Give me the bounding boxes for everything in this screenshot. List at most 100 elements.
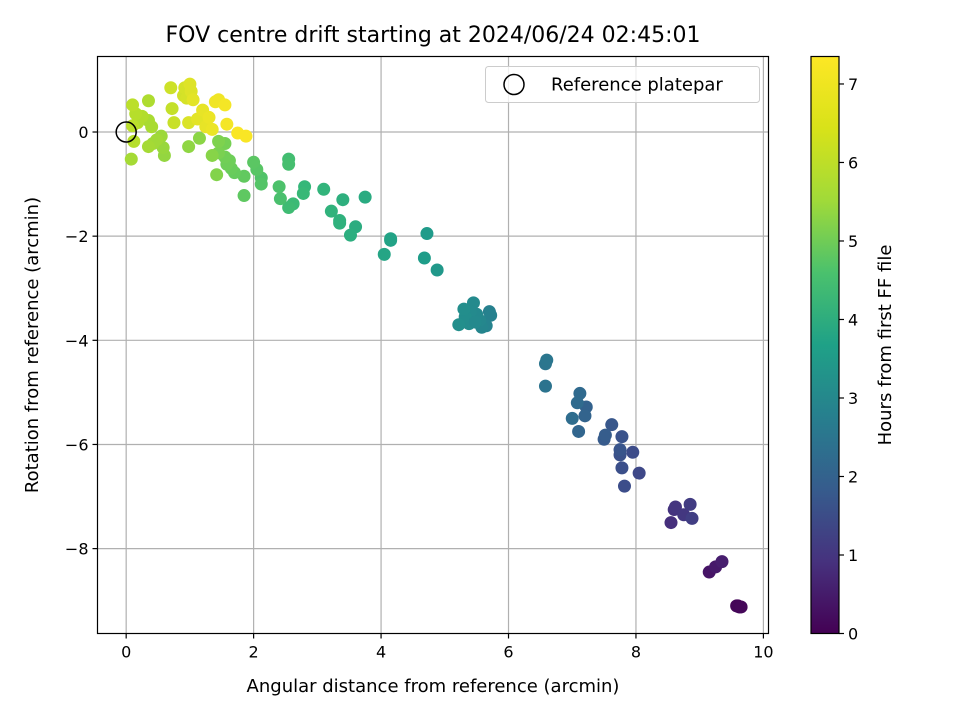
y-tick-label: −8 xyxy=(65,540,89,559)
plot-frame xyxy=(96,55,770,635)
reference-platepar-marker xyxy=(115,121,137,143)
scatter-point xyxy=(254,177,268,191)
scatter-point xyxy=(452,318,466,332)
scatter-point xyxy=(165,102,179,116)
y-tick-label: −2 xyxy=(65,227,89,246)
colorbar-tick-label: 0 xyxy=(848,625,858,644)
scatter-point xyxy=(457,302,471,316)
scatter-point xyxy=(186,93,200,107)
legend: Reference platepar xyxy=(485,66,760,103)
scatter-point xyxy=(632,466,646,480)
colorbar-tick-label: 7 xyxy=(848,75,858,94)
scatter-point xyxy=(205,122,219,136)
colorbar-ticks: 0 1 2 3 4 5 6 7 xyxy=(839,75,858,644)
scatter-point xyxy=(272,180,286,194)
scatter-point xyxy=(141,140,155,154)
scatter-point xyxy=(664,516,678,530)
colorbar-frame xyxy=(810,55,840,635)
scatter-point xyxy=(613,443,627,457)
x-tick-label: 4 xyxy=(376,643,386,662)
colorbar-tick-label: 1 xyxy=(848,546,858,565)
scatter-point xyxy=(417,251,431,265)
scatter-point xyxy=(127,134,141,148)
scatter-point xyxy=(430,263,444,277)
scatter-point xyxy=(668,500,682,514)
scatter-point xyxy=(167,116,181,130)
scatter-point xyxy=(343,228,357,242)
scatter-point xyxy=(324,204,338,218)
scatter-point xyxy=(484,308,498,322)
colorbar-tick-label: 3 xyxy=(848,389,858,408)
scatter-point xyxy=(220,117,234,131)
points-layer xyxy=(124,77,748,614)
scatter-point xyxy=(210,168,224,182)
colorbar-gradient xyxy=(811,56,839,634)
scatter-point xyxy=(540,353,554,367)
scatter-point xyxy=(202,110,216,124)
legend-label: Reference platepar xyxy=(551,75,723,96)
scatter-point xyxy=(237,189,251,203)
colorbar-tick-label: 2 xyxy=(848,467,858,486)
scatter-point xyxy=(615,461,629,475)
scatter-point xyxy=(468,315,482,329)
x-ticks: 0 2 4 6 8 10 xyxy=(121,633,774,662)
scatter-point xyxy=(205,148,219,162)
scatter-point xyxy=(685,511,699,525)
chart-title: FOV centre drift starting at 2024/06/24 … xyxy=(166,23,701,48)
scatter-point xyxy=(358,190,372,204)
scatter-point xyxy=(218,98,232,112)
scatter-point xyxy=(282,157,296,171)
colorbar-tick-label: 6 xyxy=(848,153,858,172)
x-tick-label: 10 xyxy=(753,643,773,662)
x-tick-label: 0 xyxy=(121,643,131,662)
scatter-point xyxy=(164,81,178,95)
x-tick-label: 6 xyxy=(503,643,513,662)
scatter-point xyxy=(384,232,398,246)
scatter-point xyxy=(420,227,434,241)
scatter-point xyxy=(333,214,347,228)
scatter-point xyxy=(565,411,579,425)
scatter-point xyxy=(377,247,391,261)
reference-layer xyxy=(115,121,137,143)
scatter-point xyxy=(126,98,140,112)
scatter-point xyxy=(126,119,140,133)
scatter-point xyxy=(626,445,640,459)
scatter-point xyxy=(192,131,206,145)
scatter-point xyxy=(182,140,196,154)
scatter-point xyxy=(715,555,729,569)
scatter-point xyxy=(617,479,631,493)
scatter-point xyxy=(734,600,748,614)
y-tick-label: −4 xyxy=(65,331,89,350)
y-tick-label: −6 xyxy=(65,435,89,454)
scatter-point xyxy=(247,155,261,169)
colorbar-label: Hours from first FF file xyxy=(875,245,896,446)
scatter-point xyxy=(570,396,584,410)
scatter-point xyxy=(273,192,287,206)
scatter-point xyxy=(212,134,226,148)
scatter-point xyxy=(336,193,350,207)
y-tick-label: 0 xyxy=(78,123,88,142)
scatter-point xyxy=(683,497,697,511)
scatter-point xyxy=(578,409,592,423)
scatter-point xyxy=(296,186,310,200)
scatter-point xyxy=(317,182,331,196)
scatter-point xyxy=(598,428,612,442)
legend-marker-open-circle xyxy=(503,73,525,96)
grid-layer xyxy=(97,56,769,634)
scatter-point xyxy=(124,152,138,166)
legend-box xyxy=(485,66,760,103)
scatter-point xyxy=(282,201,296,215)
scatter-point xyxy=(239,129,253,143)
colorbar-tick-label: 4 xyxy=(848,310,858,329)
colorbar-tick-label: 5 xyxy=(848,232,858,251)
y-ticks: 0 −2 −4 −6 −8 xyxy=(65,123,98,559)
scatter-point xyxy=(572,424,586,438)
y-axis-label: Rotation from reference (arcmin) xyxy=(22,197,43,493)
x-axis-label: Angular distance from reference (arcmin) xyxy=(247,676,620,697)
x-tick-label: 2 xyxy=(249,643,259,662)
x-tick-label: 8 xyxy=(631,643,641,662)
scatter-point xyxy=(141,94,155,108)
